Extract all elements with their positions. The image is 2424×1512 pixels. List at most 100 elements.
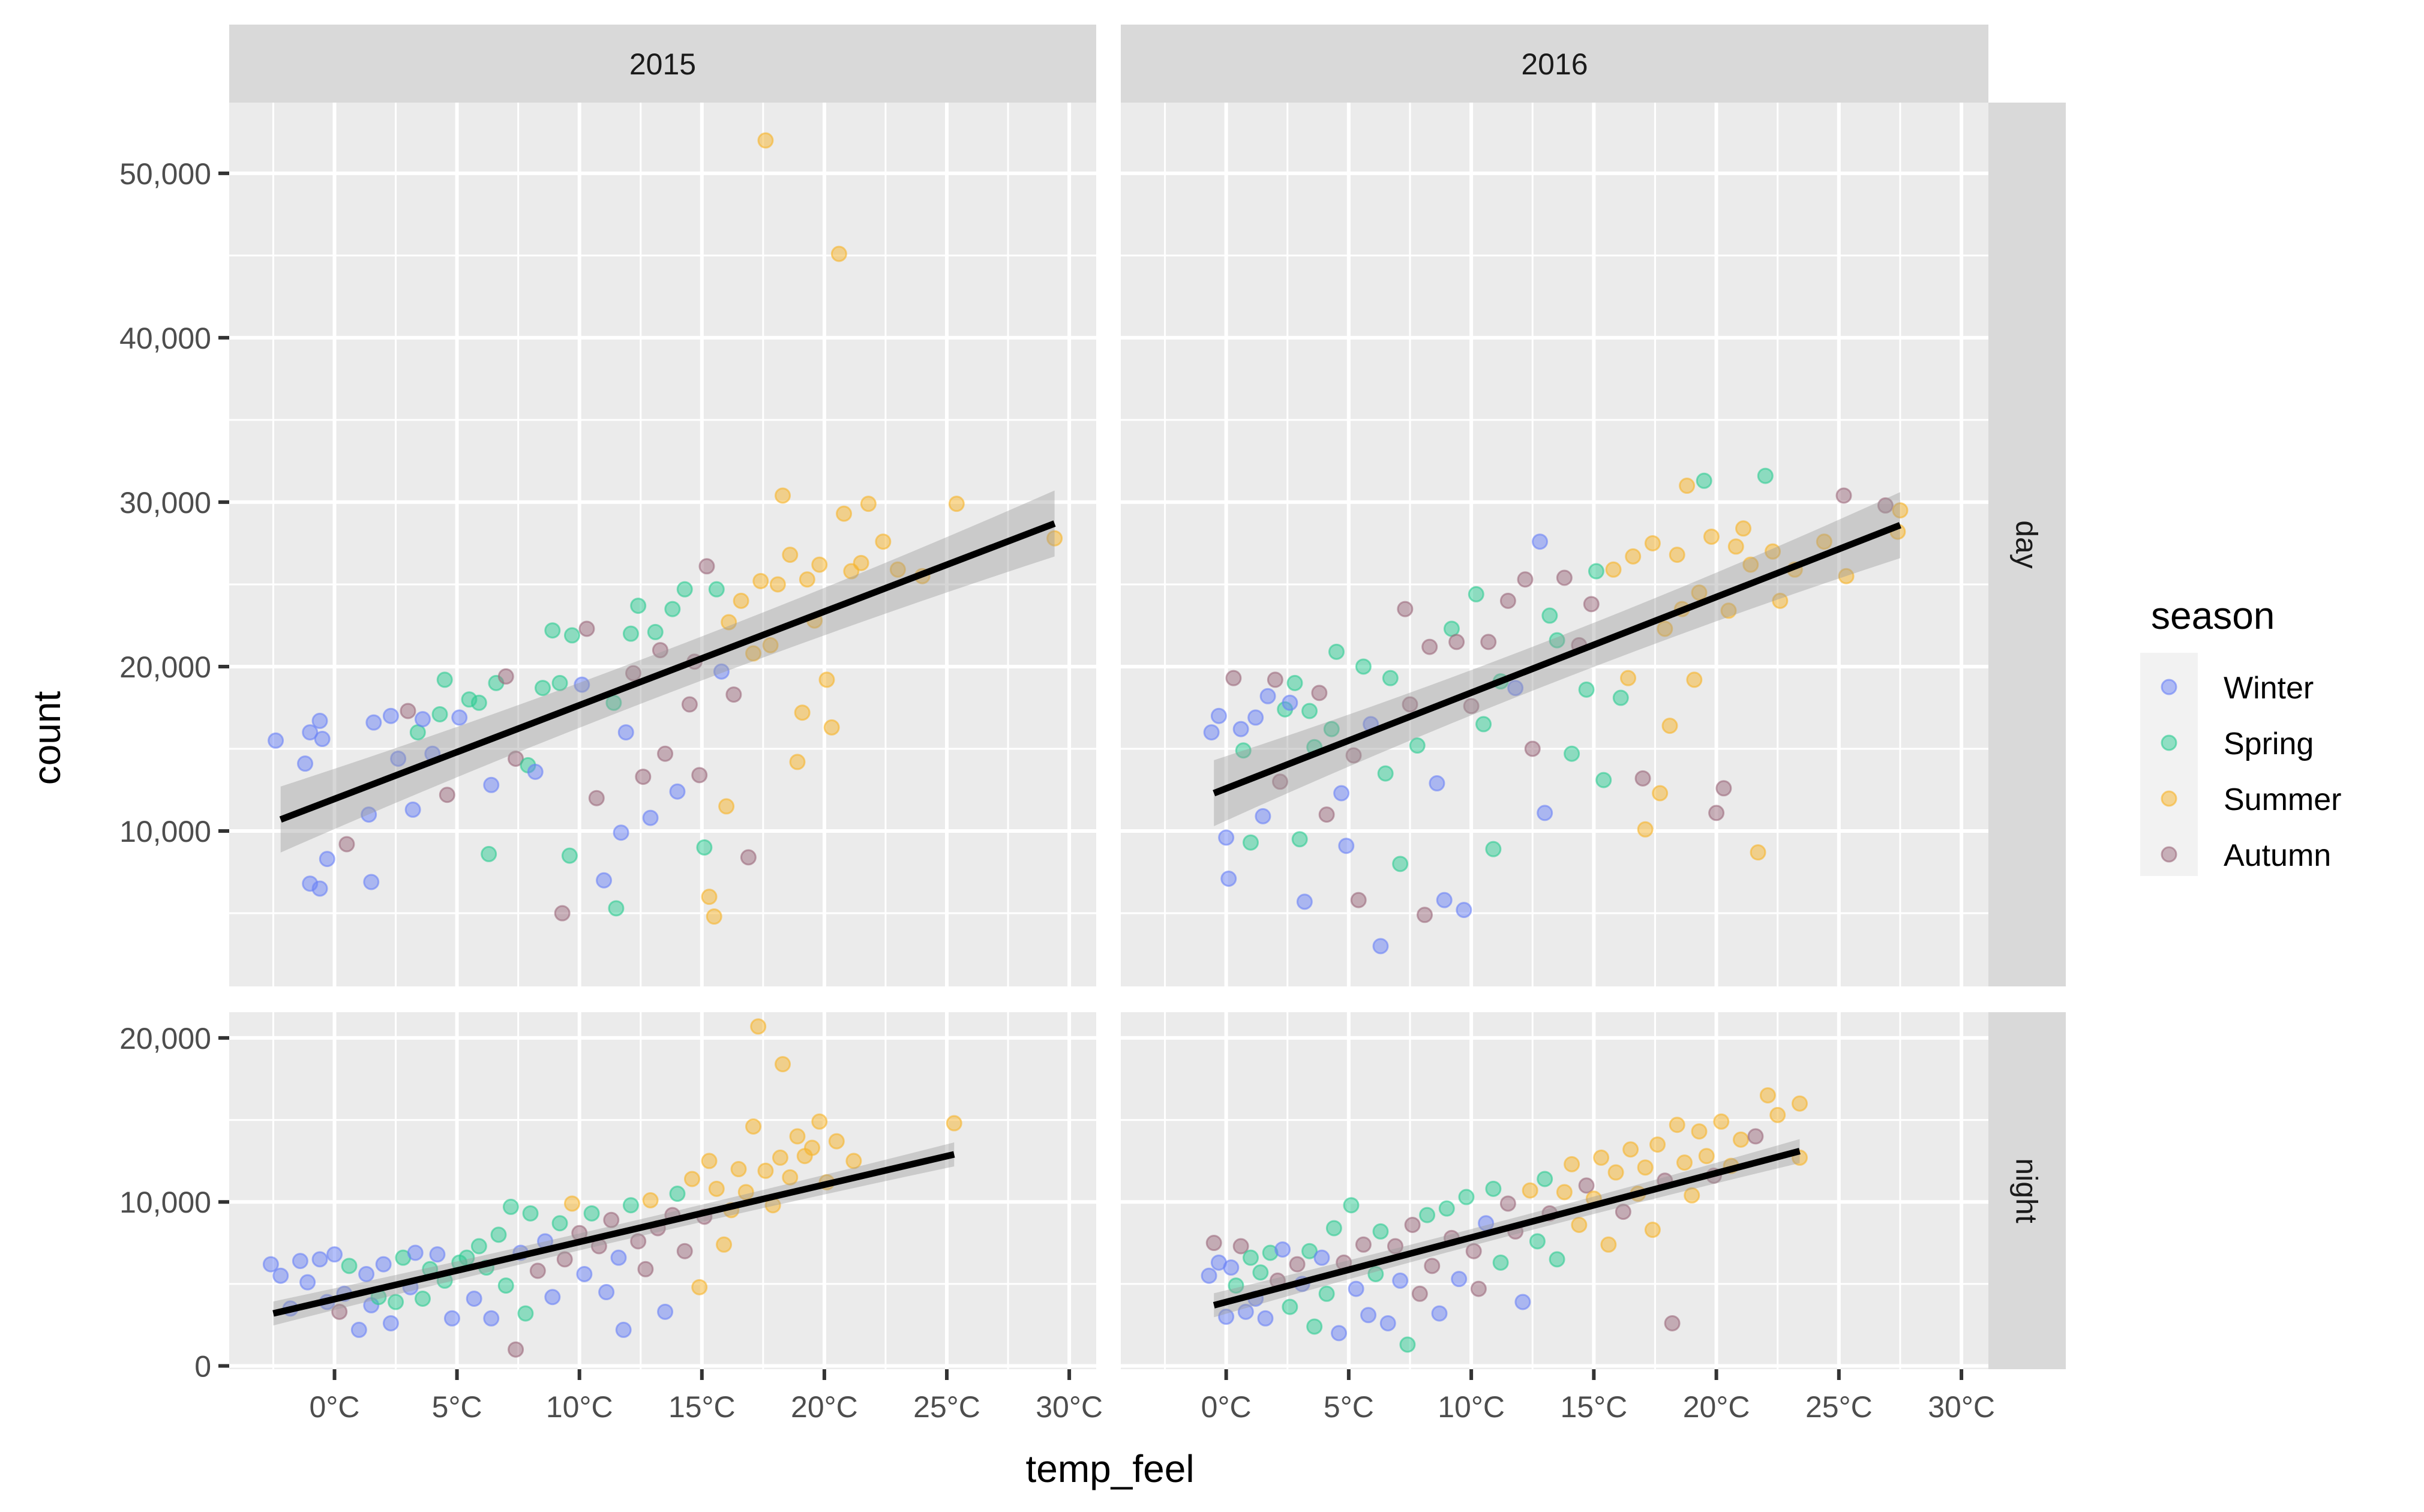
data-point-winter [292, 1253, 308, 1270]
data-point-autumn [1517, 571, 1534, 588]
data-point-autumn [1480, 634, 1497, 650]
data-point-summer [1676, 1154, 1693, 1171]
data-point-winter [1218, 1309, 1235, 1325]
data-point-summer [642, 1192, 659, 1208]
data-point-summer [1661, 718, 1678, 734]
data-point-summer [757, 1162, 774, 1179]
data-point-summer [733, 592, 749, 609]
data-point-winter [302, 724, 319, 741]
data-point-summer [1620, 670, 1637, 686]
data-point-winter [669, 783, 686, 800]
data-point-summer [1772, 592, 1789, 609]
data-point-autumn [1311, 685, 1328, 701]
data-point-autumn [1387, 1238, 1403, 1255]
data-point-spring [1286, 674, 1303, 691]
data-point-spring [1485, 1180, 1502, 1197]
data-point-summer [789, 1128, 806, 1145]
x-tick-label: 15°C [1560, 1390, 1627, 1424]
legend-key-autumn [2161, 846, 2177, 863]
panels-layer [229, 103, 1988, 1369]
data-point-spring [1306, 1318, 1323, 1335]
facet-strip-night [1988, 1012, 2066, 1369]
panel-background [229, 103, 1096, 986]
data-point-autumn [1524, 740, 1541, 757]
data-point-spring [1301, 1243, 1318, 1259]
data-point-winter [1392, 1272, 1409, 1289]
data-point-winter [483, 1310, 500, 1327]
data-point-summer [718, 798, 735, 815]
y-tick-label: 20,000 [119, 1022, 211, 1055]
x-tick-label: 20°C [791, 1390, 858, 1424]
data-point-spring [583, 1205, 600, 1222]
data-point-autumn [1747, 1128, 1764, 1145]
data-point-spring [1282, 1298, 1298, 1315]
data-point-summer [782, 1169, 799, 1186]
data-point-autumn [556, 1251, 573, 1268]
data-point-summer [775, 487, 791, 504]
data-point-spring [1291, 831, 1308, 848]
data-point-autumn [439, 787, 455, 803]
data-point-spring [1696, 472, 1712, 489]
points-group [268, 132, 1063, 925]
data-point-winter [1296, 893, 1313, 910]
data-point-summer [830, 245, 847, 262]
x-tick-label: 25°C [913, 1390, 980, 1424]
data-point-winter [358, 1265, 375, 1282]
data-point-summer [745, 1118, 762, 1135]
data-point-spring [1392, 856, 1409, 872]
data-point-winter [390, 750, 407, 767]
data-point-summer [1769, 1106, 1786, 1123]
data-point-summer [1564, 1156, 1580, 1172]
legend-label: Spring [2224, 727, 2314, 761]
data-point-autumn [497, 668, 514, 685]
data-point-summer [1600, 1236, 1617, 1253]
data-point-summer [1649, 1136, 1666, 1153]
x-tick-label: 5°C [432, 1390, 482, 1424]
data-point-summer [730, 1161, 747, 1178]
data-point-spring [1549, 632, 1565, 649]
legend-label: Autumn [2224, 838, 2331, 873]
data-point-winter [297, 755, 314, 772]
y-tick-label: 20,000 [119, 650, 211, 684]
data-point-autumn [1448, 634, 1465, 650]
data-point-summer [853, 554, 869, 571]
data-point-autumn [1715, 780, 1732, 797]
data-point-winter [1372, 938, 1389, 955]
legend-label: Summer [2224, 782, 2341, 817]
data-point-autumn [1664, 1315, 1681, 1331]
data-point-autumn [603, 1211, 620, 1228]
data-point-winter [527, 763, 544, 780]
legend: season Winter Spring Summer Autumn [2140, 594, 2341, 876]
data-point-spring [497, 1277, 514, 1294]
data-point-autumn [740, 849, 757, 866]
data-point-summer [799, 571, 815, 588]
data-point-autumn [1402, 696, 1418, 713]
data-point-summer [737, 1184, 754, 1201]
points-group [1203, 467, 1909, 955]
data-point-winter [404, 801, 421, 818]
data-point-autumn [637, 1261, 654, 1277]
data-point-spring [1443, 620, 1460, 637]
y-tick-label: 0 [194, 1350, 211, 1384]
data-point-autumn [1556, 569, 1573, 586]
data-point-autumn [1615, 1204, 1631, 1220]
data-point-spring [1325, 1220, 1342, 1237]
trend-line [1213, 522, 1901, 797]
data-point-summer [1684, 1187, 1700, 1204]
data-point-spring [1328, 643, 1345, 660]
data-point-spring [676, 581, 693, 598]
panel-background [1121, 1012, 1988, 1369]
data-point-autumn [1289, 1256, 1306, 1273]
data-point-winter [1331, 1325, 1348, 1342]
data-point-autumn [1424, 1258, 1441, 1274]
data-point-autumn [652, 642, 668, 659]
data-point-spring [1438, 1200, 1455, 1217]
x-tick-label: 15°C [668, 1390, 736, 1424]
data-point-winter [451, 709, 468, 726]
data-point-winter [361, 806, 377, 823]
x-tick-label: 5°C [1324, 1390, 1374, 1424]
data-point-autumn [508, 750, 524, 767]
data-point-spring [1564, 745, 1580, 762]
data-point-autumn [657, 745, 674, 762]
data-point-autumn [1634, 770, 1651, 787]
